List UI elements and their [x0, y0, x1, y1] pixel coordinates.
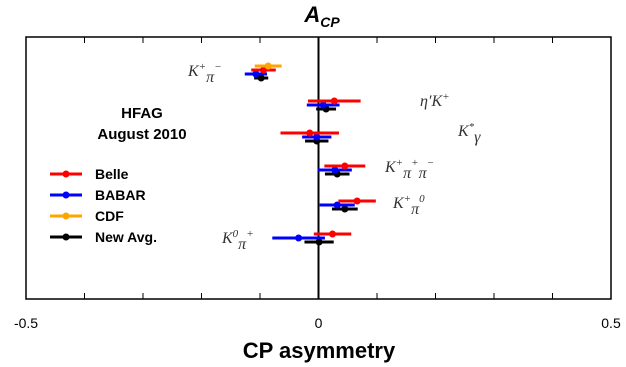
legend-marker: [62, 191, 70, 199]
legend-marker: [62, 233, 70, 241]
x-axis-label: CP asymmetry: [243, 338, 396, 363]
data-point: [295, 234, 303, 242]
legend: Belle BABAR CDF New Avg.: [50, 166, 157, 245]
data-point: [330, 97, 338, 105]
data-point: [257, 74, 265, 82]
x-tick-labels: -0.5 0 0.5: [14, 315, 621, 331]
process-label: K+π+π−: [384, 157, 434, 182]
data-point: [260, 66, 268, 74]
legend-label: New Avg.: [95, 229, 157, 245]
legend-marker: [62, 170, 70, 178]
x-tick-label: 0: [315, 315, 323, 331]
x-tick-label: 0.5: [601, 315, 621, 331]
annotation-date: August 2010: [97, 126, 186, 143]
data-point: [333, 201, 341, 209]
chart-title: ACP: [303, 2, 340, 30]
process-labels: K+π− η′K+ K*γ K+π+π− K+π0 K0π+: [187, 61, 481, 253]
data-point: [341, 205, 349, 213]
data-point: [331, 166, 339, 174]
legend-label: BABAR: [95, 187, 146, 203]
x-tick-label: -0.5: [14, 315, 38, 331]
data-point: [353, 197, 361, 205]
annotation-hfag: HFAG: [121, 105, 163, 122]
data-point: [341, 162, 349, 170]
process-label: K0π+: [221, 228, 254, 253]
data-point: [252, 70, 260, 78]
legend-label: Belle: [95, 166, 129, 182]
process-label: K+π−: [187, 61, 222, 86]
process-label: K+π0: [392, 193, 425, 218]
data-points: [244, 62, 376, 246]
data-point: [313, 133, 321, 141]
process-label: η′K+: [420, 91, 450, 110]
data-point: [264, 62, 272, 70]
data-point: [306, 129, 314, 137]
data-point: [319, 101, 327, 109]
legend-marker: [62, 212, 70, 220]
data-point: [329, 230, 337, 238]
data-point: [315, 238, 323, 246]
legend-label: CDF: [95, 208, 124, 224]
process-label: K*γ: [457, 121, 481, 146]
